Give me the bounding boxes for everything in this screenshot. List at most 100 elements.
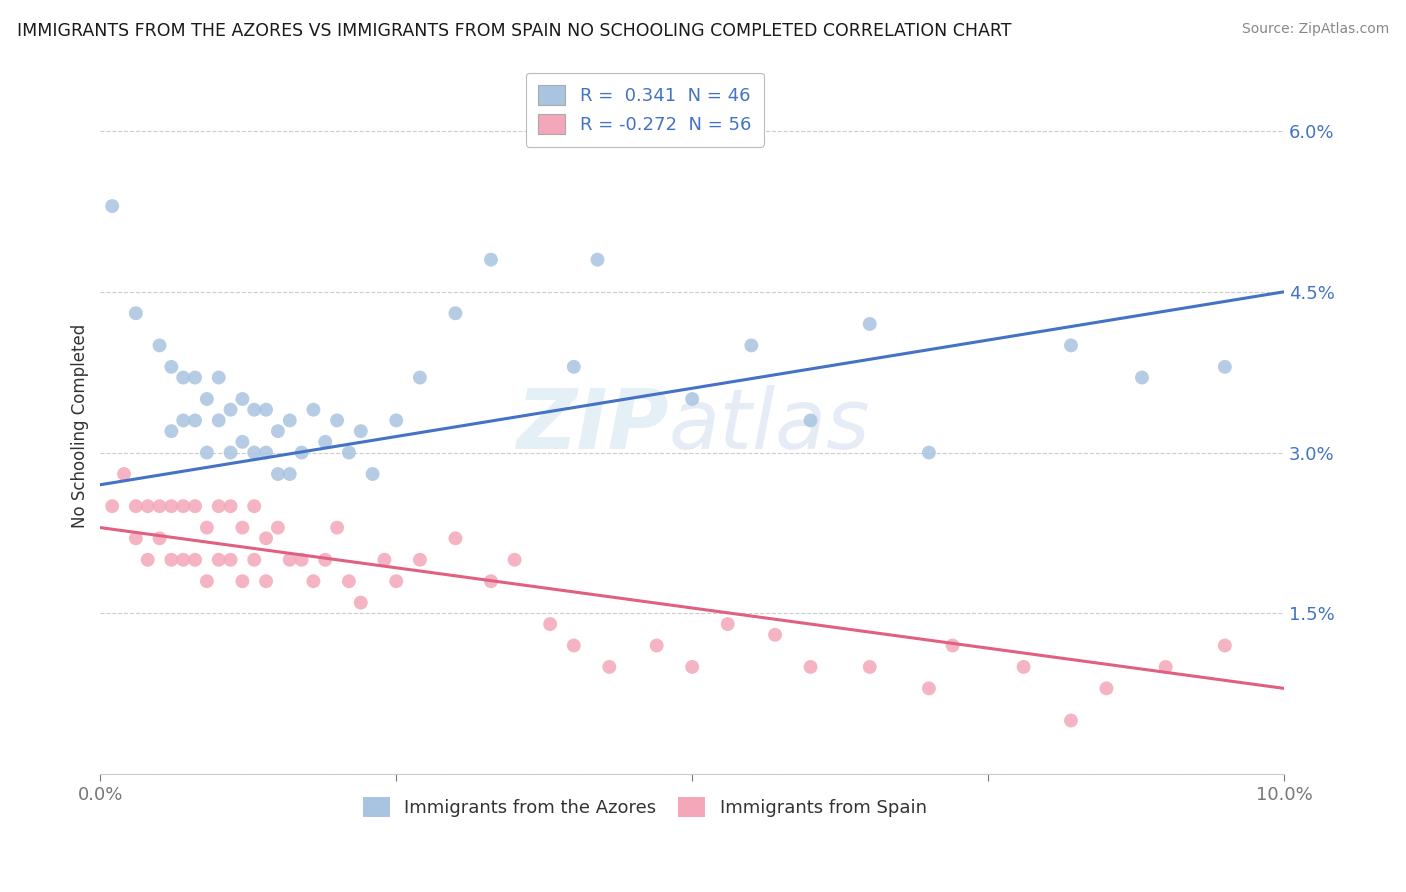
Point [444,306,467,320]
Point [243,553,266,567]
Point [409,553,432,567]
Text: IMMIGRANTS FROM THE AZORES VS IMMIGRANTS FROM SPAIN NO SCHOOLING COMPLETED CORRE: IMMIGRANTS FROM THE AZORES VS IMMIGRANTS… [17,22,1011,40]
Legend: Immigrants from the Azores, Immigrants from Spain: Immigrants from the Azores, Immigrants f… [356,790,934,824]
Point [278,553,301,567]
Point [195,445,218,459]
Point [302,402,325,417]
Point [243,445,266,459]
Point [918,445,941,459]
Point [160,553,183,567]
Point [160,359,183,374]
Point [302,574,325,589]
Point [1213,639,1236,653]
Point [231,520,253,534]
Point [290,553,312,567]
Point [254,532,277,546]
Point [112,467,135,481]
Point [267,520,290,534]
Point [503,553,526,567]
Point [184,370,207,384]
Point [267,424,290,438]
Point [184,499,207,513]
Point [385,574,408,589]
Point [101,499,124,513]
Point [219,445,242,459]
Point [290,445,312,459]
Point [326,520,349,534]
Point [172,413,194,427]
Point [254,402,277,417]
Point [184,413,207,427]
Point [243,499,266,513]
Text: ZIP: ZIP [516,385,668,467]
Point [136,553,159,567]
Point [148,499,170,513]
Point [278,413,301,427]
Point [1060,338,1083,352]
Point [254,445,277,459]
Point [562,359,585,374]
Point [195,574,218,589]
Point [479,252,502,267]
Point [385,413,408,427]
Point [598,660,620,674]
Point [219,553,242,567]
Point [799,660,821,674]
Point [172,370,194,384]
Point [361,467,384,481]
Point [125,532,148,546]
Point [350,424,373,438]
Point [219,402,242,417]
Point [219,499,242,513]
Point [1060,714,1083,728]
Point [1130,370,1153,384]
Point [859,317,882,331]
Point [717,617,740,632]
Point [231,434,253,449]
Point [918,681,941,696]
Point [586,252,609,267]
Point [231,574,253,589]
Point [799,413,821,427]
Point [101,199,124,213]
Point [148,532,170,546]
Point [160,424,183,438]
Point [243,402,266,417]
Point [314,553,336,567]
Point [208,370,231,384]
Point [681,660,703,674]
Point [208,499,231,513]
Point [859,660,882,674]
Point [373,553,395,567]
Point [136,499,159,513]
Text: atlas: atlas [668,385,870,467]
Point [538,617,561,632]
Point [409,370,432,384]
Point [148,338,170,352]
Point [125,499,148,513]
Point [125,306,148,320]
Point [337,574,360,589]
Text: Source: ZipAtlas.com: Source: ZipAtlas.com [1241,22,1389,37]
Point [195,392,218,406]
Point [479,574,502,589]
Point [208,413,231,427]
Point [350,596,373,610]
Y-axis label: No Schooling Completed: No Schooling Completed [72,324,89,528]
Point [562,639,585,653]
Point [942,639,965,653]
Point [267,467,290,481]
Point [184,553,207,567]
Point [195,520,218,534]
Point [172,553,194,567]
Point [645,639,668,653]
Point [1154,660,1177,674]
Point [172,499,194,513]
Point [278,467,301,481]
Point [763,628,786,642]
Point [681,392,703,406]
Point [254,574,277,589]
Point [314,434,336,449]
Point [444,532,467,546]
Point [160,499,183,513]
